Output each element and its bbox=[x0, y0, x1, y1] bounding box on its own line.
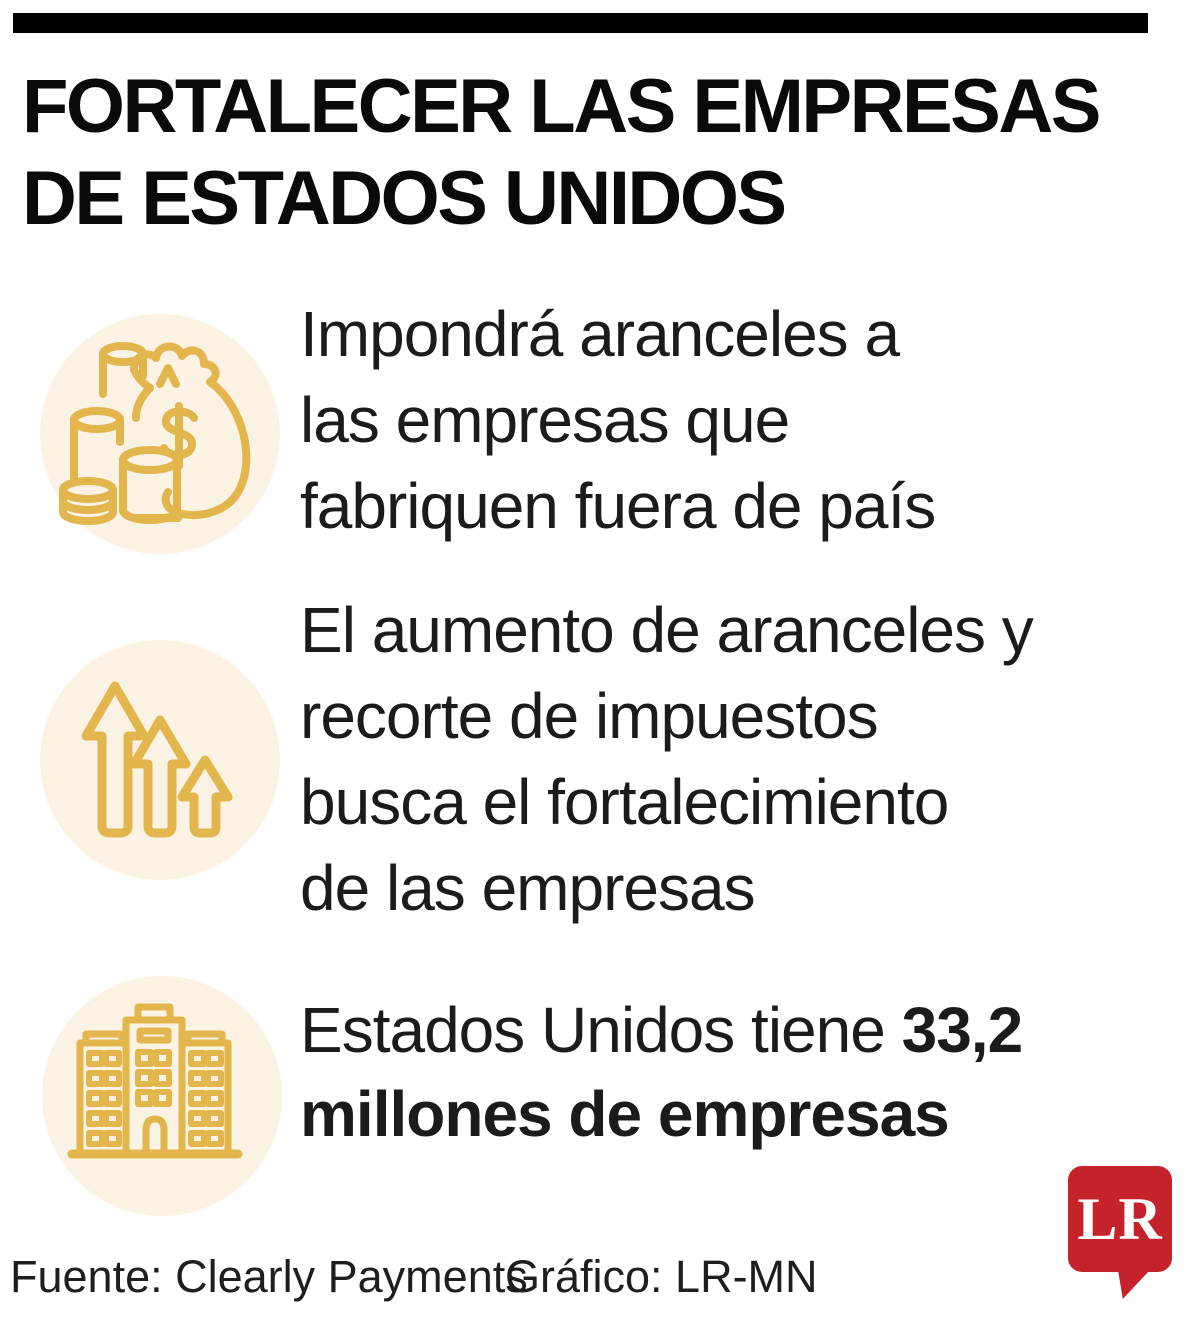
page-title: FORTALECER LAS EMPRESAS DE ESTADOS UNIDO… bbox=[22, 64, 1101, 241]
credit-label: Gráfico: LR-MN bbox=[505, 1251, 818, 1302]
lr-logo-tail bbox=[1118, 1270, 1150, 1299]
buildings-icon bbox=[42, 976, 282, 1216]
money-bag-icon bbox=[40, 314, 280, 554]
rising-arrows-icon bbox=[40, 640, 280, 880]
rising-arrows-icon-svg bbox=[81, 681, 233, 838]
bullet-text-tariffs: Impondrá aranceles a las empresas que fa… bbox=[300, 298, 936, 542]
buildings-icon-svg bbox=[67, 1003, 243, 1159]
lr-logo-bubble: LR bbox=[1068, 1166, 1172, 1272]
companies-text-normal: Estados Unidos tiene bbox=[300, 994, 902, 1066]
companies-stat-number: 33,2 bbox=[901, 994, 1024, 1066]
money-bag-icon-svg bbox=[59, 342, 251, 525]
lr-logo-text: LR bbox=[1077, 1185, 1163, 1252]
bullet-text-companies: Estados Unidos tiene 33,2 millones de emp… bbox=[300, 988, 1195, 1156]
bullet-text-strengthening: El aumento de aranceles y recorte de imp… bbox=[300, 594, 1034, 924]
companies-stat-label: millones de empresas bbox=[300, 1078, 950, 1150]
source-label: Fuente: Clearly Payments bbox=[10, 1251, 528, 1302]
top-accent-bar bbox=[13, 13, 1148, 33]
lr-logo: LR bbox=[1068, 1166, 1172, 1300]
